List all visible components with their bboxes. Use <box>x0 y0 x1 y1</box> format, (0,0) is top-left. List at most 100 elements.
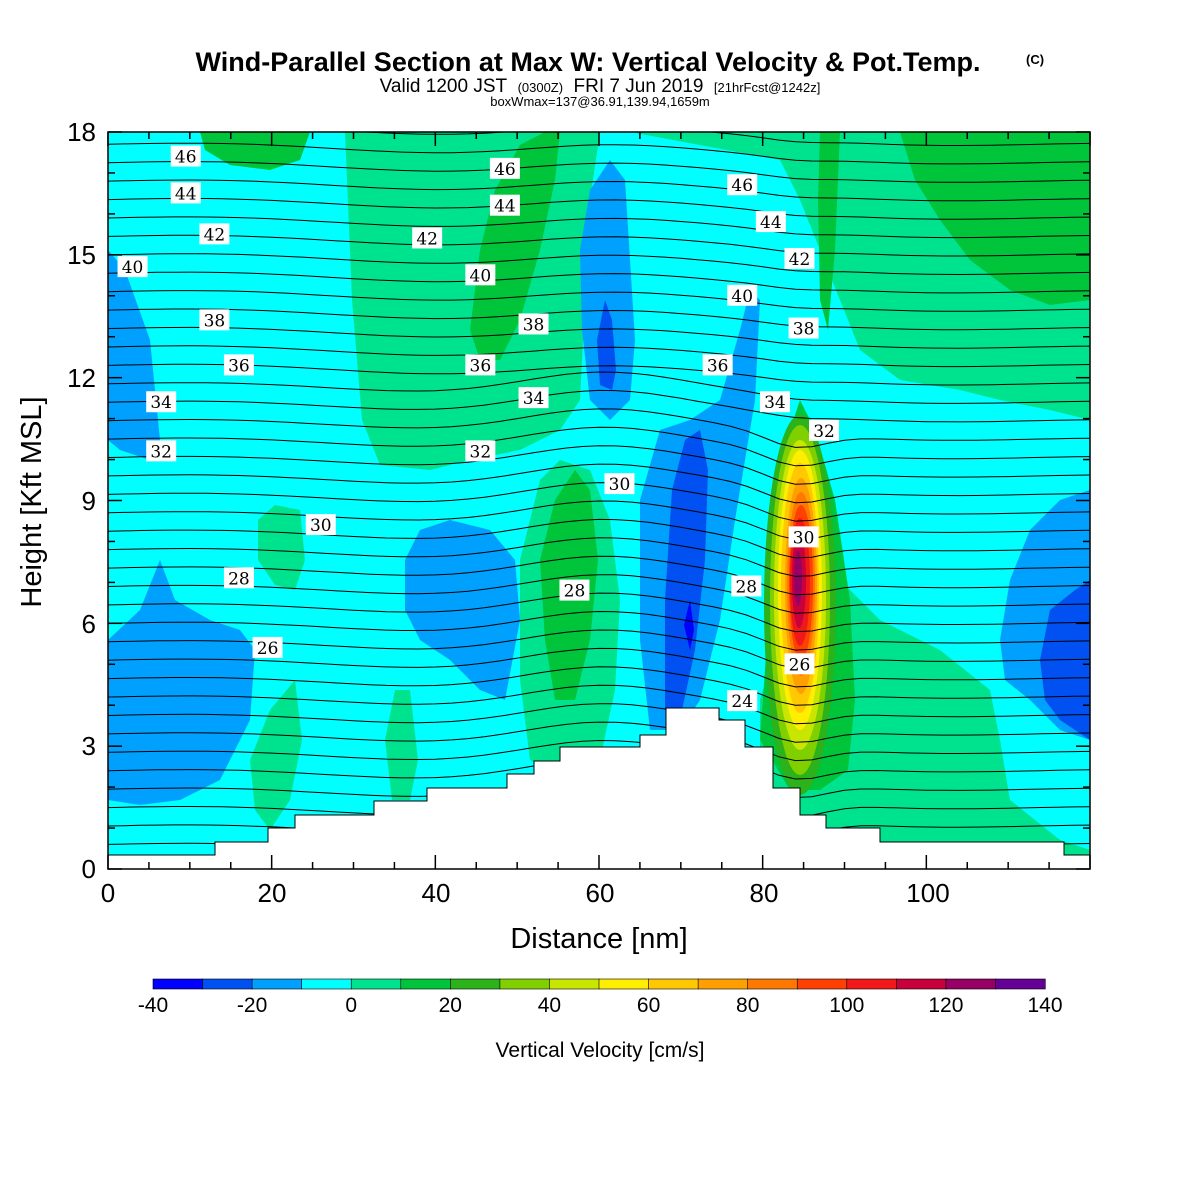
contour-label-box <box>489 157 520 179</box>
contour-label: 28 <box>223 567 254 589</box>
contour-label-box <box>727 690 758 712</box>
contour-label-text: 28 <box>564 582 586 602</box>
contour-label: 44 <box>489 194 520 217</box>
theta-contour-line <box>108 574 1090 614</box>
theta-contour-line <box>108 389 1090 423</box>
contour-labels: 46 44 42 40 38 36 34 32 30 28 26 46 44 42 40 38 36 34 32 30… <box>117 145 840 712</box>
y-tick-3: 3 <box>82 731 96 761</box>
colorbar-swatch <box>846 978 897 990</box>
contour-label-text: 30 <box>310 516 332 536</box>
theta-contour-line <box>108 308 1090 331</box>
colorbar-swatch <box>896 978 947 990</box>
contour-label-text: 26 <box>789 655 811 675</box>
theta-contour-line <box>108 161 1090 183</box>
colorbar-swatch <box>301 978 352 990</box>
colorbar-swatch <box>499 978 551 990</box>
contour-label: 38 <box>788 317 819 340</box>
colorbar-tick-label: -40 <box>138 994 168 1017</box>
contour-label-box <box>465 354 496 376</box>
contour-label: 42 <box>412 227 443 249</box>
contour-label: 40 <box>727 284 758 307</box>
theta-contour-line <box>108 721 1090 762</box>
contour-label-text: 38 <box>204 311 226 331</box>
contour-label-text: 46 <box>175 148 197 168</box>
theta-contour-line <box>108 739 1090 780</box>
contour-label: 26 <box>784 653 815 675</box>
contour-label: 28 <box>731 575 762 597</box>
contour-label: 44 <box>755 211 786 233</box>
contour-label: 34 <box>759 391 790 413</box>
contour-label-box <box>170 145 201 167</box>
contour-label: 46 <box>727 174 758 196</box>
contour-label-text: 32 <box>813 422 835 442</box>
contour-label-box <box>755 211 786 233</box>
colorbar-swatch <box>350 978 402 990</box>
contour-label-box <box>489 194 520 216</box>
colorbar-tick-label: 40 <box>538 994 561 1017</box>
contour-label-box <box>788 317 819 339</box>
contour-label-text: 32 <box>470 442 492 462</box>
theta-contour-line <box>108 345 1090 368</box>
w-region-top-left-strong <box>200 132 310 170</box>
contour-label-text: 26 <box>257 639 279 659</box>
colorbar-tick-label: 140 <box>1027 994 1062 1017</box>
contour-label-box <box>727 174 758 196</box>
theta-contour-line <box>108 555 1090 596</box>
contour-label-text: 36 <box>707 356 729 376</box>
contour-label-box <box>223 567 254 589</box>
w-region-strongest-down <box>684 600 694 650</box>
theta-contour-line <box>108 647 1090 688</box>
valid-utc: (0300Z) <box>518 80 564 95</box>
contour-label: 40 <box>465 264 496 286</box>
colorbar-swatch <box>945 978 997 990</box>
contour-label-text: 36 <box>228 356 250 376</box>
contour-label: 30 <box>604 473 635 495</box>
vertical-velocity-field <box>108 132 1090 869</box>
w-region-updraft-strong-down <box>665 430 708 710</box>
contour-label-text: 34 <box>150 393 172 413</box>
y-tick-6: 6 <box>82 609 96 639</box>
contour-label-text: 28 <box>228 569 250 589</box>
colorbar-swatch <box>400 978 451 990</box>
colorbar-tick-label: -20 <box>237 994 267 1017</box>
theta-contour-line <box>108 216 1090 239</box>
terrain-mask <box>107 707 1091 870</box>
w-band-130 <box>794 550 802 606</box>
contour-label-box <box>252 636 283 658</box>
contour-label-text: 44 <box>494 197 516 217</box>
x-tick-20: 20 <box>258 878 287 908</box>
w-region-upper-left <box>108 132 600 470</box>
theta-contour-line <box>108 326 1090 349</box>
contour-label: 46 <box>170 145 201 168</box>
theta-contour-line <box>108 500 1090 541</box>
colorbar-label: Vertical Velocity [cm/s] <box>496 1039 705 1062</box>
contour-label-box <box>784 653 815 675</box>
contour-label-text: 46 <box>731 176 753 196</box>
contour-label-text: 32 <box>150 442 172 462</box>
contour-label-box <box>146 440 177 462</box>
contour-label: 36 <box>465 354 496 376</box>
contour-label: 46 <box>489 157 520 180</box>
chart-title: Wind-Parallel Section at Max W: Vertical… <box>196 47 981 77</box>
theta-contour-line <box>108 271 1090 294</box>
theta-contour-line <box>108 363 1090 386</box>
contour-label-box <box>412 227 443 249</box>
theta-contour-line <box>108 371 1090 404</box>
valid-prefix: Valid 1200 JST <box>380 76 508 97</box>
colorbar-tick-label: 60 <box>637 994 660 1017</box>
contour-label-text: 30 <box>793 528 815 548</box>
colorbar: -40 -20 0 20 40 60 80 100 120 140 <box>138 978 1063 1017</box>
y-tick-12: 12 <box>67 363 96 393</box>
contour-label-box <box>146 391 177 413</box>
theta-contour-line <box>108 179 1090 202</box>
contour-label: 38 <box>518 313 549 335</box>
w-region-column-strong-down <box>597 300 616 390</box>
y-tick-18: 18 <box>67 117 96 147</box>
contour-label-text: 34 <box>764 393 786 413</box>
contour-label: 30 <box>788 526 819 548</box>
w-region-column-strong <box>470 132 560 360</box>
contour-label-box <box>727 284 758 306</box>
contour-label-text: 28 <box>735 577 757 597</box>
colorbar-swatch <box>450 978 501 990</box>
